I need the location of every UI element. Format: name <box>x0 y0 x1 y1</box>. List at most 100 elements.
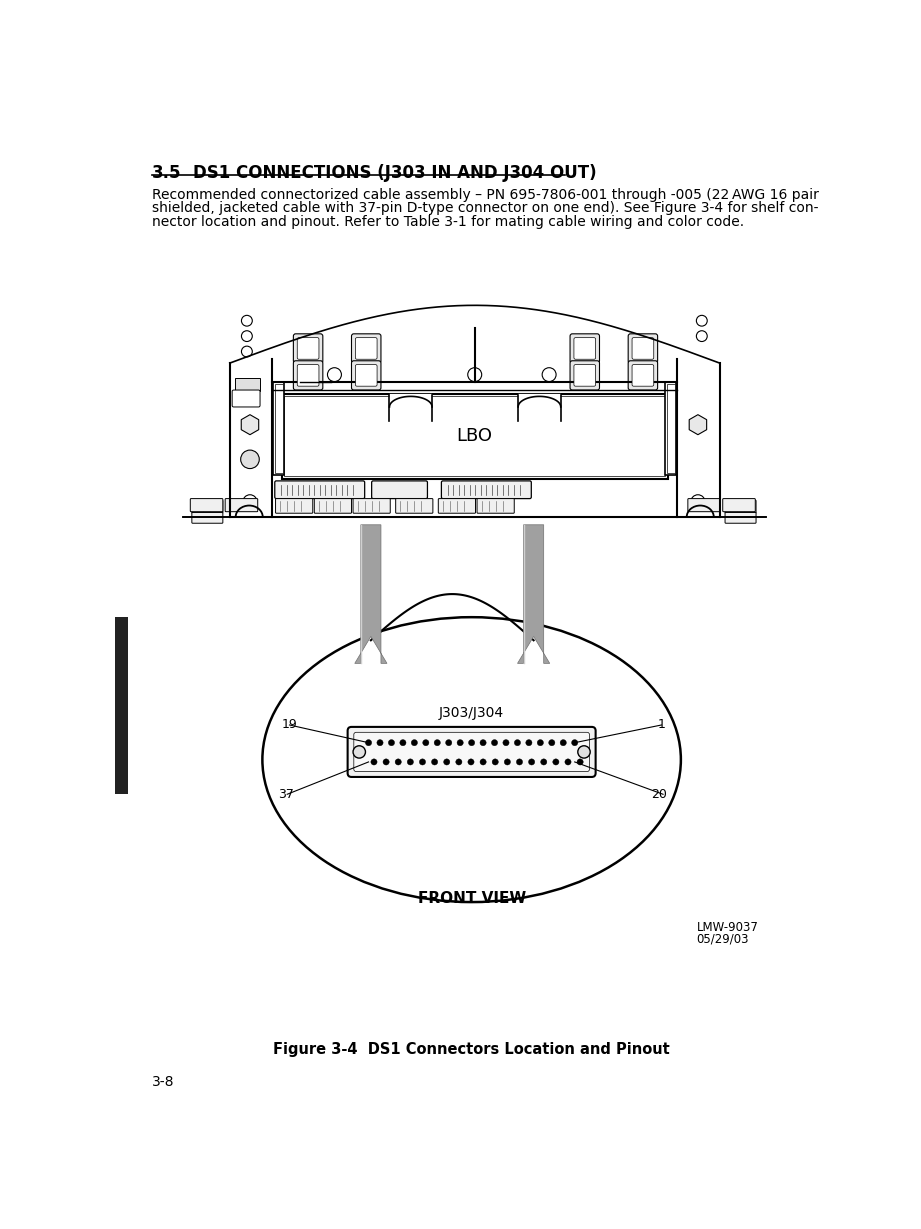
Text: J303/J304: J303/J304 <box>439 705 504 720</box>
Circle shape <box>492 740 497 746</box>
Circle shape <box>469 740 474 746</box>
Circle shape <box>468 758 474 764</box>
FancyBboxPatch shape <box>477 499 514 514</box>
Circle shape <box>492 758 498 764</box>
Circle shape <box>389 740 394 746</box>
Circle shape <box>366 740 372 746</box>
FancyBboxPatch shape <box>519 393 561 420</box>
FancyBboxPatch shape <box>235 377 260 391</box>
FancyBboxPatch shape <box>441 481 531 499</box>
FancyBboxPatch shape <box>297 338 319 359</box>
Circle shape <box>419 758 426 764</box>
FancyBboxPatch shape <box>632 365 654 386</box>
FancyBboxPatch shape <box>225 499 258 511</box>
FancyBboxPatch shape <box>570 361 600 390</box>
Circle shape <box>529 758 535 764</box>
Circle shape <box>241 316 252 326</box>
Bar <box>230 305 273 517</box>
FancyBboxPatch shape <box>294 361 323 390</box>
Circle shape <box>503 740 509 746</box>
Bar <box>273 305 677 517</box>
Text: Recommended connectorized cable assembly – PN 695-7806-001 through -005 (22 AWG : Recommended connectorized cable assembly… <box>152 188 819 202</box>
FancyBboxPatch shape <box>297 365 319 386</box>
FancyBboxPatch shape <box>347 726 596 777</box>
FancyBboxPatch shape <box>192 500 223 514</box>
Circle shape <box>241 347 252 356</box>
Bar <box>274 383 283 473</box>
FancyBboxPatch shape <box>356 365 377 386</box>
Text: 1: 1 <box>658 719 665 731</box>
Circle shape <box>480 740 486 746</box>
Circle shape <box>434 740 440 746</box>
Text: nector location and pinout. Refer to Table 3-1 for mating cable wiring and color: nector location and pinout. Refer to Tab… <box>152 215 743 230</box>
FancyBboxPatch shape <box>352 361 381 390</box>
Circle shape <box>553 758 559 764</box>
Circle shape <box>572 740 577 746</box>
Circle shape <box>549 740 554 746</box>
FancyBboxPatch shape <box>570 334 600 363</box>
FancyBboxPatch shape <box>372 481 427 499</box>
FancyBboxPatch shape <box>354 732 589 772</box>
Circle shape <box>514 740 520 746</box>
Text: 3.5: 3.5 <box>152 165 181 182</box>
FancyBboxPatch shape <box>232 390 260 407</box>
Circle shape <box>691 495 705 509</box>
Circle shape <box>560 740 566 746</box>
Circle shape <box>537 740 543 746</box>
Circle shape <box>412 740 417 746</box>
Circle shape <box>328 367 342 381</box>
FancyBboxPatch shape <box>274 481 365 499</box>
Circle shape <box>526 740 532 746</box>
Circle shape <box>456 758 462 764</box>
Bar <box>677 305 719 517</box>
Circle shape <box>565 758 571 764</box>
Circle shape <box>457 740 463 746</box>
Circle shape <box>400 740 406 746</box>
Bar <box>274 382 284 474</box>
Polygon shape <box>518 525 550 664</box>
Circle shape <box>432 758 437 764</box>
Circle shape <box>696 331 707 342</box>
Text: 20: 20 <box>651 788 667 801</box>
FancyBboxPatch shape <box>574 338 596 359</box>
Bar <box>665 382 676 474</box>
Circle shape <box>377 740 383 746</box>
FancyBboxPatch shape <box>574 365 596 386</box>
Circle shape <box>577 746 590 758</box>
Circle shape <box>480 758 486 764</box>
Text: 3-8: 3-8 <box>152 1075 174 1089</box>
Circle shape <box>577 758 583 764</box>
FancyBboxPatch shape <box>688 499 720 511</box>
Circle shape <box>696 316 707 326</box>
Circle shape <box>241 331 252 342</box>
FancyBboxPatch shape <box>396 499 433 514</box>
FancyBboxPatch shape <box>725 512 756 524</box>
Circle shape <box>505 758 510 764</box>
FancyBboxPatch shape <box>356 338 377 359</box>
FancyBboxPatch shape <box>275 499 313 514</box>
Circle shape <box>541 758 547 764</box>
Circle shape <box>243 495 257 509</box>
Bar <box>282 393 668 478</box>
FancyBboxPatch shape <box>352 334 381 363</box>
Polygon shape <box>355 525 387 664</box>
FancyBboxPatch shape <box>723 499 755 511</box>
FancyBboxPatch shape <box>390 393 432 420</box>
FancyBboxPatch shape <box>353 499 391 514</box>
Text: 37: 37 <box>278 788 294 801</box>
FancyBboxPatch shape <box>191 499 223 511</box>
Circle shape <box>240 450 260 468</box>
FancyBboxPatch shape <box>628 334 658 363</box>
Polygon shape <box>230 305 719 517</box>
Text: FRONT VIEW: FRONT VIEW <box>417 891 526 906</box>
FancyBboxPatch shape <box>632 338 654 359</box>
FancyBboxPatch shape <box>314 499 352 514</box>
Text: LMW-9037: LMW-9037 <box>696 922 758 934</box>
Circle shape <box>395 758 402 764</box>
Text: LBO: LBO <box>457 428 493 445</box>
Circle shape <box>444 758 449 764</box>
Circle shape <box>371 758 377 764</box>
Ellipse shape <box>262 617 681 902</box>
Circle shape <box>468 367 482 381</box>
Text: Figure 3-4  DS1 Connectors Location and Pinout: Figure 3-4 DS1 Connectors Location and P… <box>274 1042 670 1057</box>
